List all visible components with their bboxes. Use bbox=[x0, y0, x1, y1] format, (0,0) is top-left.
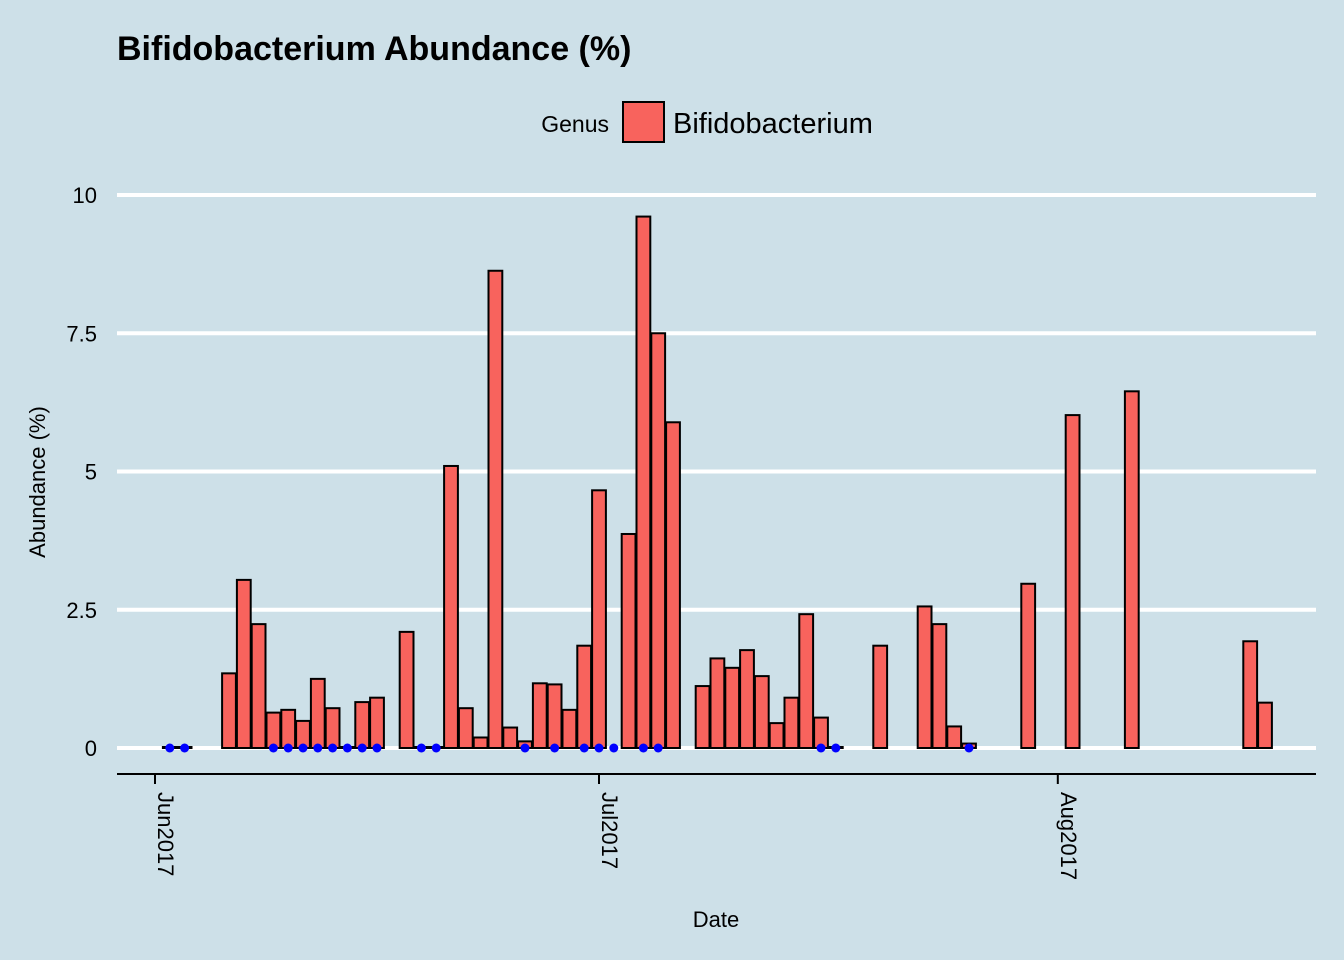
x-tick-label: Jul2017 bbox=[597, 792, 622, 869]
bar bbox=[620, 532, 637, 750]
bar bbox=[768, 722, 785, 749]
bar bbox=[665, 421, 681, 749]
bar bbox=[591, 489, 607, 749]
zero-marker-dot bbox=[268, 743, 278, 753]
bar bbox=[354, 701, 371, 750]
bar bbox=[946, 725, 963, 749]
bar bbox=[724, 666, 741, 749]
bar bbox=[309, 677, 326, 749]
bar bbox=[324, 707, 341, 750]
bar bbox=[1020, 582, 1037, 749]
bar bbox=[576, 644, 593, 750]
bar bbox=[443, 464, 459, 749]
bar bbox=[472, 736, 489, 749]
x-tick-label: Jun2017 bbox=[153, 792, 178, 876]
zero-marker-dot bbox=[328, 743, 338, 753]
y-tick-label: 0 bbox=[85, 736, 97, 761]
bar bbox=[280, 708, 297, 750]
bar bbox=[250, 623, 267, 749]
bar bbox=[457, 707, 474, 750]
bar bbox=[753, 675, 770, 749]
bar bbox=[265, 711, 282, 749]
bars bbox=[161, 215, 1273, 750]
zero-marker-dot bbox=[964, 743, 974, 753]
bar bbox=[1242, 640, 1259, 749]
zero-marker-dot bbox=[520, 743, 530, 753]
x-tick-label: Aug2017 bbox=[1056, 792, 1081, 880]
zero-marker-dot bbox=[357, 743, 367, 753]
zero-marker-dot bbox=[283, 743, 293, 753]
bar bbox=[1123, 390, 1140, 749]
zero-markers bbox=[165, 743, 974, 753]
zero-marker-dot bbox=[550, 743, 560, 753]
bar bbox=[931, 623, 948, 749]
bar bbox=[739, 649, 755, 750]
zero-marker-dot bbox=[431, 743, 441, 753]
bar bbox=[546, 683, 563, 750]
zero-marker-dot bbox=[416, 743, 426, 753]
bar bbox=[813, 716, 829, 750]
bar bbox=[502, 726, 519, 750]
bar bbox=[635, 215, 652, 749]
y-tick-label: 5 bbox=[85, 460, 97, 485]
bar bbox=[872, 644, 889, 750]
y-tick-label: 7.5 bbox=[66, 321, 97, 346]
legend: Genus Bifidobacterium bbox=[541, 101, 873, 143]
zero-marker-dot bbox=[831, 743, 841, 753]
bar bbox=[650, 332, 667, 749]
y-tick-label: 10 bbox=[73, 183, 97, 208]
bar bbox=[398, 630, 415, 749]
zero-marker-dot bbox=[165, 743, 175, 753]
bar bbox=[694, 685, 711, 750]
bar bbox=[1064, 414, 1081, 749]
bar bbox=[798, 613, 815, 750]
zero-marker-dot bbox=[298, 743, 308, 753]
x-ticks: Jun2017 Jul2017 Aug2017 bbox=[153, 774, 1081, 880]
zero-marker-dot bbox=[579, 743, 589, 753]
legend-swatch bbox=[622, 101, 665, 143]
x-axis-title: Date bbox=[693, 907, 739, 932]
zero-marker-dot bbox=[594, 743, 604, 753]
chart-title: Bifidobacterium Abundance (%) bbox=[117, 30, 631, 68]
bar bbox=[235, 578, 252, 749]
zero-marker-dot bbox=[313, 743, 323, 753]
y-tick-label: 2.5 bbox=[66, 598, 97, 623]
zero-marker-dot bbox=[180, 743, 190, 753]
bar bbox=[369, 696, 385, 750]
legend-title: Genus bbox=[541, 111, 609, 137]
y-tick-labels: 0 2.5 5 7.5 10 bbox=[66, 183, 97, 761]
bar bbox=[561, 708, 578, 750]
zero-marker-dot bbox=[342, 743, 352, 753]
zero-marker-dot bbox=[609, 743, 619, 753]
bar bbox=[1257, 701, 1273, 749]
bar bbox=[531, 682, 548, 750]
zero-marker-dot bbox=[816, 743, 826, 753]
legend-label: Bifidobacterium bbox=[673, 108, 873, 140]
bar bbox=[221, 672, 237, 749]
bar bbox=[916, 605, 933, 749]
zero-marker-dot bbox=[638, 743, 648, 753]
zero-marker-dot bbox=[372, 743, 382, 753]
zero-marker-dot bbox=[653, 743, 663, 753]
bar bbox=[783, 696, 800, 750]
bar bbox=[487, 269, 504, 749]
y-axis-title: Abundance (%) bbox=[25, 406, 50, 558]
bar bbox=[709, 657, 726, 749]
